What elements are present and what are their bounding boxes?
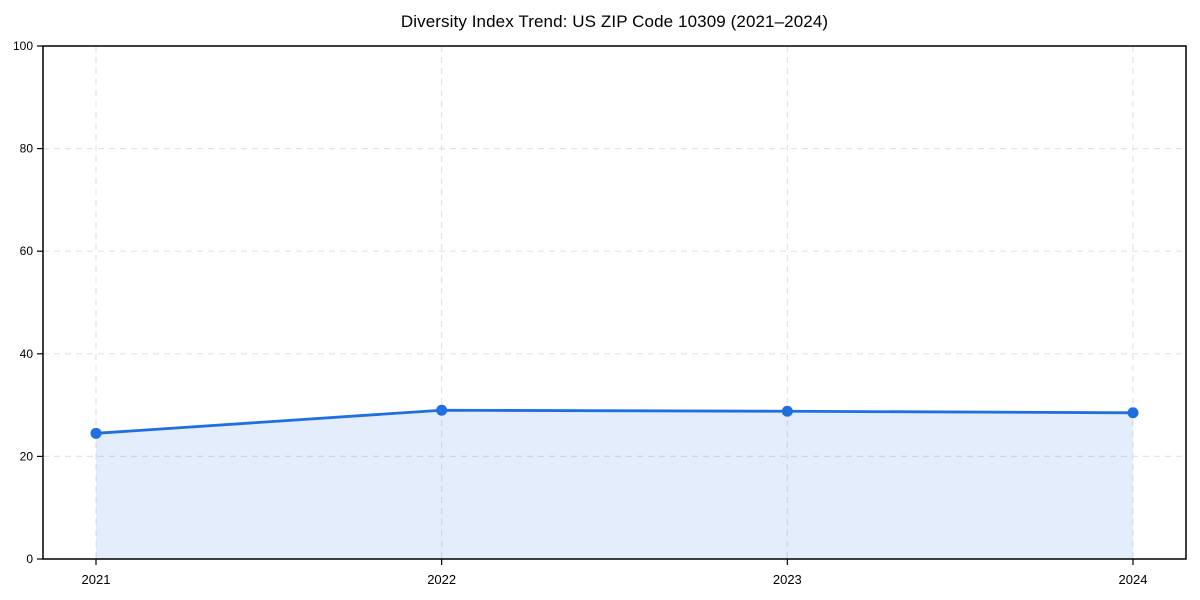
data-point xyxy=(436,404,448,416)
y-tick-label: 0 xyxy=(26,552,33,566)
data-point xyxy=(1127,407,1139,419)
y-tick-label: 40 xyxy=(20,347,34,361)
data-point xyxy=(90,427,102,439)
area-fill xyxy=(96,410,1133,559)
x-tick-label: 2023 xyxy=(773,572,802,587)
y-tick-label: 20 xyxy=(20,449,34,463)
chart-title: Diversity Index Trend: US ZIP Code 10309… xyxy=(400,12,829,31)
plot-frame xyxy=(42,45,1187,560)
y-tick-label: 100 xyxy=(13,39,33,53)
y-tick-label: 60 xyxy=(20,244,34,258)
trend-line xyxy=(94,408,1135,435)
x-tick-label: 2022 xyxy=(427,572,456,587)
x-tick-label: 2024 xyxy=(1119,572,1148,587)
data-point xyxy=(781,405,793,417)
x-tick-label: 2021 xyxy=(82,572,111,587)
y-tick-label: 80 xyxy=(20,142,34,156)
